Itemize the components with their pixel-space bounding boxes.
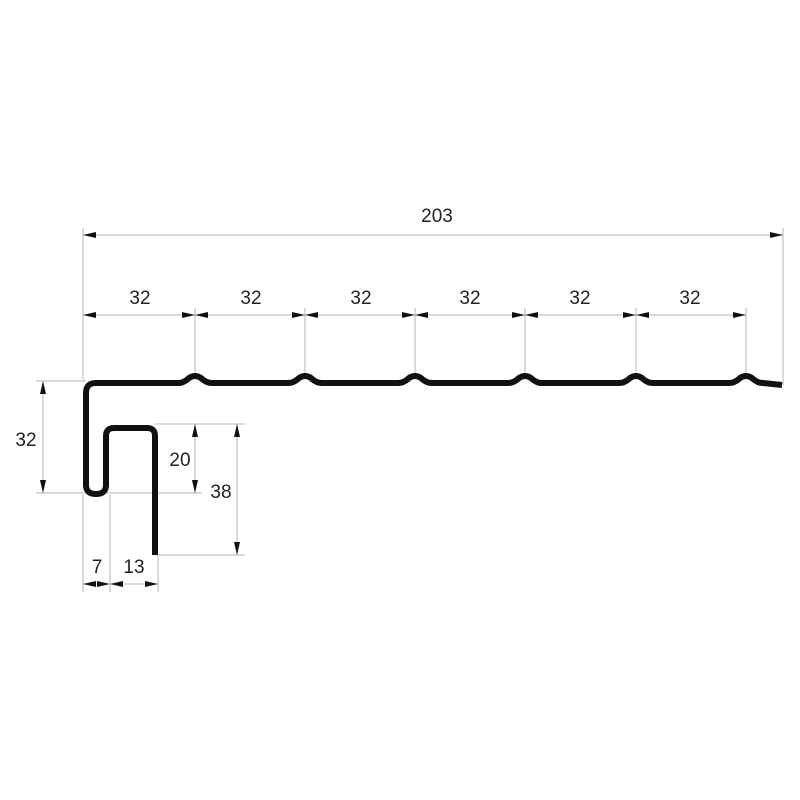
- dimension-rib-pitches: 32 32 32 32 32 32: [83, 288, 746, 318]
- dimension-arrow: [305, 312, 318, 318]
- dim-label-pitch-4: 32: [459, 288, 480, 309]
- dim-label-pitch-2: 32: [240, 288, 261, 309]
- dim-label-pitch-5: 32: [569, 288, 590, 309]
- panel-profile: [83, 373, 783, 555]
- dimension-arrow: [636, 312, 649, 318]
- dimension-arrow: [83, 312, 96, 318]
- dim-label-pitch-6: 32: [679, 288, 700, 309]
- dimension-left-height: 32: [15, 381, 46, 493]
- dimension-bottom: 7 13: [83, 557, 158, 587]
- dimension-arrow: [623, 312, 636, 318]
- dim-label-hook-width: 13: [123, 557, 144, 578]
- dimension-hook-inner: 20: [169, 424, 198, 493]
- dimension-arrow: [415, 312, 428, 318]
- dim-label-overall: 203: [421, 206, 453, 227]
- dim-label-pitch-1: 32: [129, 288, 150, 309]
- dimension-arrow: [182, 312, 195, 318]
- dim-label-hook-inner: 20: [169, 450, 190, 471]
- dim-label-gap: 7: [92, 557, 103, 578]
- dimension-hook-leg: 38: [210, 424, 240, 555]
- dim-label-pitch-3: 32: [350, 288, 371, 309]
- extension-lines: [36, 228, 784, 592]
- dimension-203: 203: [83, 206, 783, 238]
- dimension-arrow: [195, 312, 208, 318]
- dimension-arrow: [733, 312, 746, 318]
- dim-label-left-height: 32: [15, 430, 36, 451]
- dimension-arrow: [512, 312, 525, 318]
- dimension-arrow: [525, 312, 538, 318]
- dimension-arrow: [292, 312, 305, 318]
- dimension-arrow: [402, 312, 415, 318]
- dim-label-hook-leg: 38: [210, 482, 231, 503]
